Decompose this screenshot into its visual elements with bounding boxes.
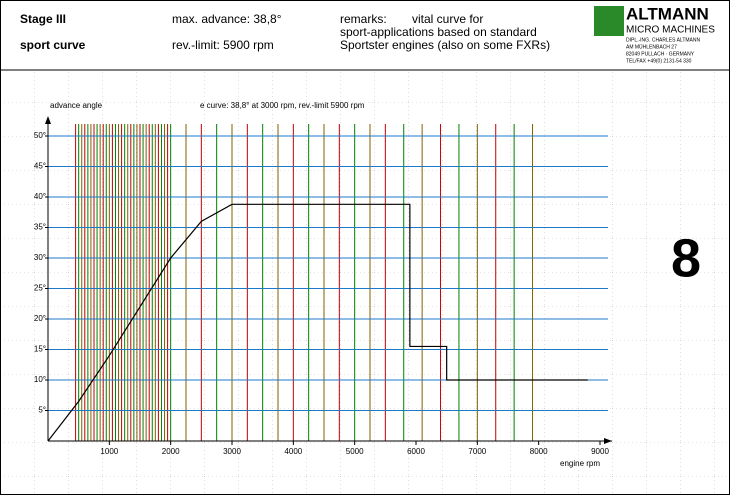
x-tick-label: 3000 (223, 447, 241, 456)
axis-arrow (45, 116, 51, 124)
x-tick-label: 4000 (284, 447, 302, 456)
y-tick-label: 20° (34, 314, 46, 323)
stage: Stage III (20, 12, 66, 26)
axis-arrow (604, 438, 612, 444)
logo-line: DIPL.-ING. CHARLES ALTMANN (626, 37, 700, 43)
y-tick-label: 10° (34, 375, 46, 384)
logo-line: AM MÜHLENBACH 27 (626, 43, 677, 50)
y-tick-label: 25° (34, 284, 46, 293)
y-tick-label: 30° (34, 253, 46, 262)
rev-limit: rev.-limit: 5900 rpm (172, 38, 274, 52)
y-tick-label: 15° (34, 345, 46, 354)
x-tick-label: 9000 (591, 447, 609, 456)
remarks-label: remarks: (340, 12, 387, 26)
remarks: vital curve for (412, 12, 483, 26)
max-advance: max. advance: 38,8° (172, 12, 282, 26)
curve-name: sport curve (20, 38, 86, 52)
logo-line: TEL/FAX +49(0) 2131-54 330 (626, 58, 692, 64)
remarks: Sportster engines (also on some FXRs) (340, 38, 550, 52)
x-axis-label: engine rpm (560, 459, 600, 468)
x-tick-label: 6000 (407, 447, 425, 456)
x-tick-label: 5000 (346, 447, 364, 456)
chart-title: e curve: 38,8° at 3000 rpm, rev.-limit 5… (200, 101, 365, 110)
plot: 5° 10° 15° 20° 25° 30° 35° 40° 45° 50° 1000 2000 300… (34, 116, 612, 456)
y-tick-label: 40° (34, 192, 46, 201)
y-tick-label: 45° (34, 162, 46, 171)
remarks: sport-applications based on standard (340, 25, 537, 39)
x-tick-label: 8000 (530, 447, 548, 456)
y-tick-label: 35° (34, 223, 46, 232)
x-tick-label: 2000 (162, 447, 180, 456)
logo-line: 82049 PULLACH · GERMANY (626, 51, 695, 57)
logo-sub: MICRO MACHINES (626, 25, 715, 36)
logo-icon (594, 6, 624, 36)
y-tick-label: 50° (34, 131, 46, 140)
y-axis-label: advance angle (50, 101, 103, 110)
curve (47, 203, 588, 442)
y-tick-label: 5° (38, 406, 46, 415)
x-tick-label: 7000 (468, 447, 486, 456)
page-number: 8 (671, 228, 701, 288)
x-tick-label: 1000 (100, 447, 118, 456)
logo-name: ALTMANN (626, 4, 709, 23)
logo: ALTMANN MICRO MACHINES DIPL.-ING. CHARLE… (594, 4, 715, 64)
